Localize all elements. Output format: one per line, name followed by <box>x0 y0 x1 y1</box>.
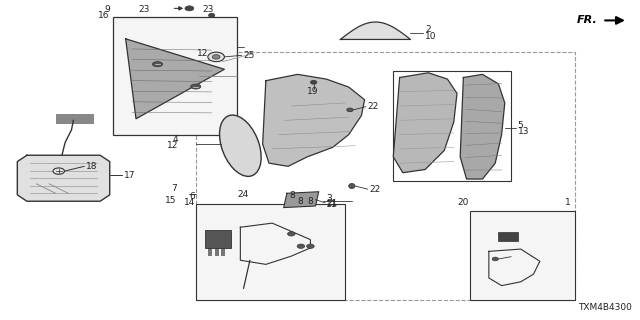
Text: 3: 3 <box>326 194 332 203</box>
Ellipse shape <box>349 183 355 188</box>
Polygon shape <box>394 73 457 173</box>
Text: TXM4B4300: TXM4B4300 <box>579 303 632 312</box>
Text: 23: 23 <box>138 5 150 14</box>
Bar <box>470 211 575 300</box>
Text: 20: 20 <box>458 198 469 207</box>
Text: 25: 25 <box>244 51 255 60</box>
Text: 17: 17 <box>124 171 136 180</box>
Text: 8: 8 <box>298 197 303 206</box>
Ellipse shape <box>212 55 220 59</box>
Polygon shape <box>215 248 219 256</box>
Bar <box>196 52 575 300</box>
Text: 18: 18 <box>86 162 97 171</box>
Ellipse shape <box>209 13 215 18</box>
Bar <box>394 71 511 180</box>
Text: 5: 5 <box>518 121 524 130</box>
Text: 6: 6 <box>189 192 195 201</box>
Text: 22: 22 <box>367 101 378 111</box>
Ellipse shape <box>191 84 201 89</box>
Text: 9: 9 <box>104 5 109 14</box>
Text: 13: 13 <box>518 127 529 136</box>
Ellipse shape <box>152 62 163 67</box>
Bar <box>196 204 346 300</box>
Ellipse shape <box>185 6 194 11</box>
Text: 16: 16 <box>98 11 109 20</box>
Text: FR.: FR. <box>577 15 598 25</box>
Polygon shape <box>56 114 94 124</box>
Text: 12: 12 <box>166 141 178 150</box>
Polygon shape <box>125 39 225 119</box>
Text: 8: 8 <box>307 197 313 206</box>
Ellipse shape <box>307 244 314 248</box>
Polygon shape <box>262 74 365 166</box>
Polygon shape <box>340 22 410 39</box>
Ellipse shape <box>297 244 305 248</box>
Text: 23: 23 <box>202 5 214 14</box>
Text: 12: 12 <box>197 49 209 58</box>
Text: 15: 15 <box>165 196 177 205</box>
Ellipse shape <box>220 115 261 176</box>
Polygon shape <box>284 192 319 208</box>
Bar <box>205 230 231 248</box>
Text: 11: 11 <box>326 200 338 209</box>
Polygon shape <box>17 155 109 201</box>
Ellipse shape <box>492 257 499 261</box>
Text: 22: 22 <box>369 185 380 194</box>
Text: 19: 19 <box>307 87 319 96</box>
Text: 4: 4 <box>172 135 178 144</box>
Ellipse shape <box>287 232 295 236</box>
Text: 7: 7 <box>171 184 177 193</box>
Ellipse shape <box>208 52 225 62</box>
Ellipse shape <box>310 80 317 84</box>
Text: 14: 14 <box>184 198 195 207</box>
Polygon shape <box>221 248 225 256</box>
Ellipse shape <box>53 168 65 174</box>
Text: 10: 10 <box>425 32 436 41</box>
Text: 21: 21 <box>326 199 338 208</box>
Polygon shape <box>209 248 212 256</box>
Ellipse shape <box>347 108 353 112</box>
Text: 24: 24 <box>237 190 248 199</box>
Bar <box>499 232 518 242</box>
Text: 1: 1 <box>565 198 571 207</box>
Polygon shape <box>460 74 505 179</box>
Text: 8: 8 <box>289 191 295 200</box>
Text: 2: 2 <box>425 25 431 35</box>
Bar <box>113 17 237 135</box>
